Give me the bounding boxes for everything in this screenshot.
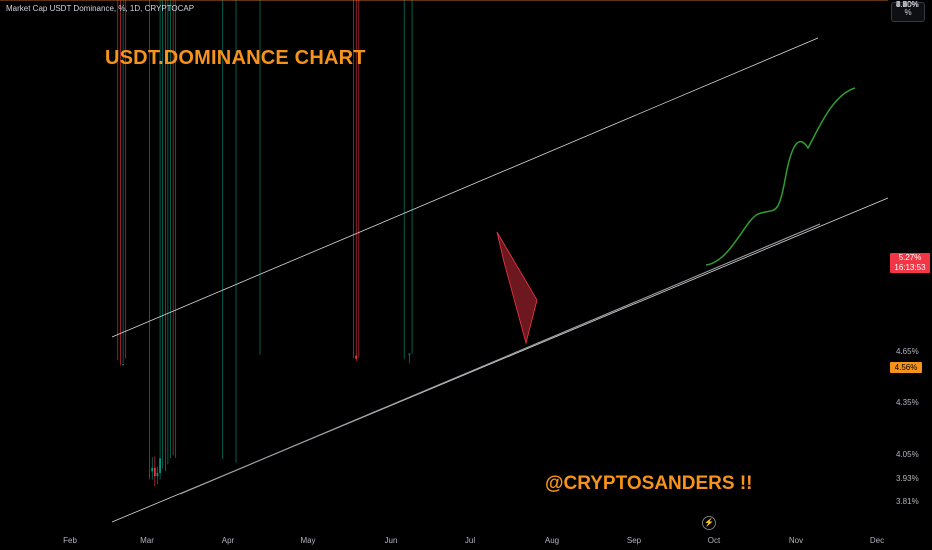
price-axis-tick: 3.93% — [896, 474, 919, 483]
candle-up — [122, 364, 125, 366]
time-axis-tick: Mar — [140, 536, 154, 545]
price-axis-tick: 5.00% — [896, 0, 919, 9]
price-axis-tick: 6.00% — [896, 0, 919, 9]
price-axis-tick: 5.80% — [896, 0, 919, 9]
price-axis-tick: 5.60% — [896, 0, 919, 9]
price-axis-tick: 3.81% — [896, 497, 919, 506]
candle-down — [153, 467, 156, 477]
price-axis-tick: 6.60% — [896, 0, 919, 9]
candle-up — [159, 458, 161, 473]
candles-layer — [117, 0, 413, 487]
candle-up — [151, 467, 154, 472]
price-axis-tick: 4.50% — [896, 0, 919, 9]
price-axis-tick: 4.05% — [896, 450, 919, 459]
time-axis-tick: Apr — [221, 536, 235, 545]
author-handle: @CRYPTOSANDERS !! — [545, 473, 753, 494]
time-axis-tick: Jun — [384, 536, 398, 545]
triangle-pattern — [496, 231, 538, 345]
time-axis-tick: Sep — [626, 536, 642, 545]
channel-upper-line — [111, 37, 819, 338]
time-axis-tick: Aug — [544, 536, 560, 545]
level-price-tag: 4.56% — [890, 362, 922, 373]
projection-path — [705, 87, 856, 266]
price-axis-tick: 3.70% — [896, 0, 919, 9]
time-axis-tick: May — [300, 536, 316, 545]
price-axis-tick: 5.40% — [896, 0, 919, 9]
percent-scale-button[interactable]: % — [891, 2, 925, 22]
bar-countdown: 16:13:53 — [894, 263, 926, 272]
price-axis-tick: 4.65% — [896, 347, 919, 356]
time-axis-tick: Oct — [707, 536, 721, 545]
price-axis-tick: 4.35% — [896, 398, 919, 407]
lightning-icon[interactable]: ⚡ — [702, 516, 716, 530]
price-axis-tick: 7.00% — [896, 0, 919, 9]
chart-title: USDT.DOMINANCE CHART — [105, 47, 366, 69]
price-axis-tick: 4.20% — [896, 0, 919, 9]
last-price-tag: 5.27% 16:13:53 — [890, 253, 930, 273]
candle-up — [408, 353, 411, 355]
overlays-layer — [0, 0, 889, 523]
candle-up — [156, 472, 159, 477]
time-axis-tick: Dec — [869, 536, 885, 545]
time-axis-tick: Nov — [788, 536, 804, 545]
price-axis-tick: 4.80% — [896, 0, 919, 9]
price-axis-tick: 6.40% — [896, 0, 919, 9]
time-axis-tick: Jul — [464, 536, 476, 545]
last-price-value: 5.27% — [898, 253, 922, 262]
price-axis-tick: 6.80% — [896, 0, 919, 9]
candle-down — [355, 355, 358, 359]
support-trendline — [179, 223, 821, 495]
time-axis-tick: Feb — [63, 536, 77, 545]
price-axis-tick: 6.20% — [896, 0, 919, 9]
symbol-header: Market Cap USDT Dominance, %, 1D, CRYPTO… — [6, 4, 195, 13]
